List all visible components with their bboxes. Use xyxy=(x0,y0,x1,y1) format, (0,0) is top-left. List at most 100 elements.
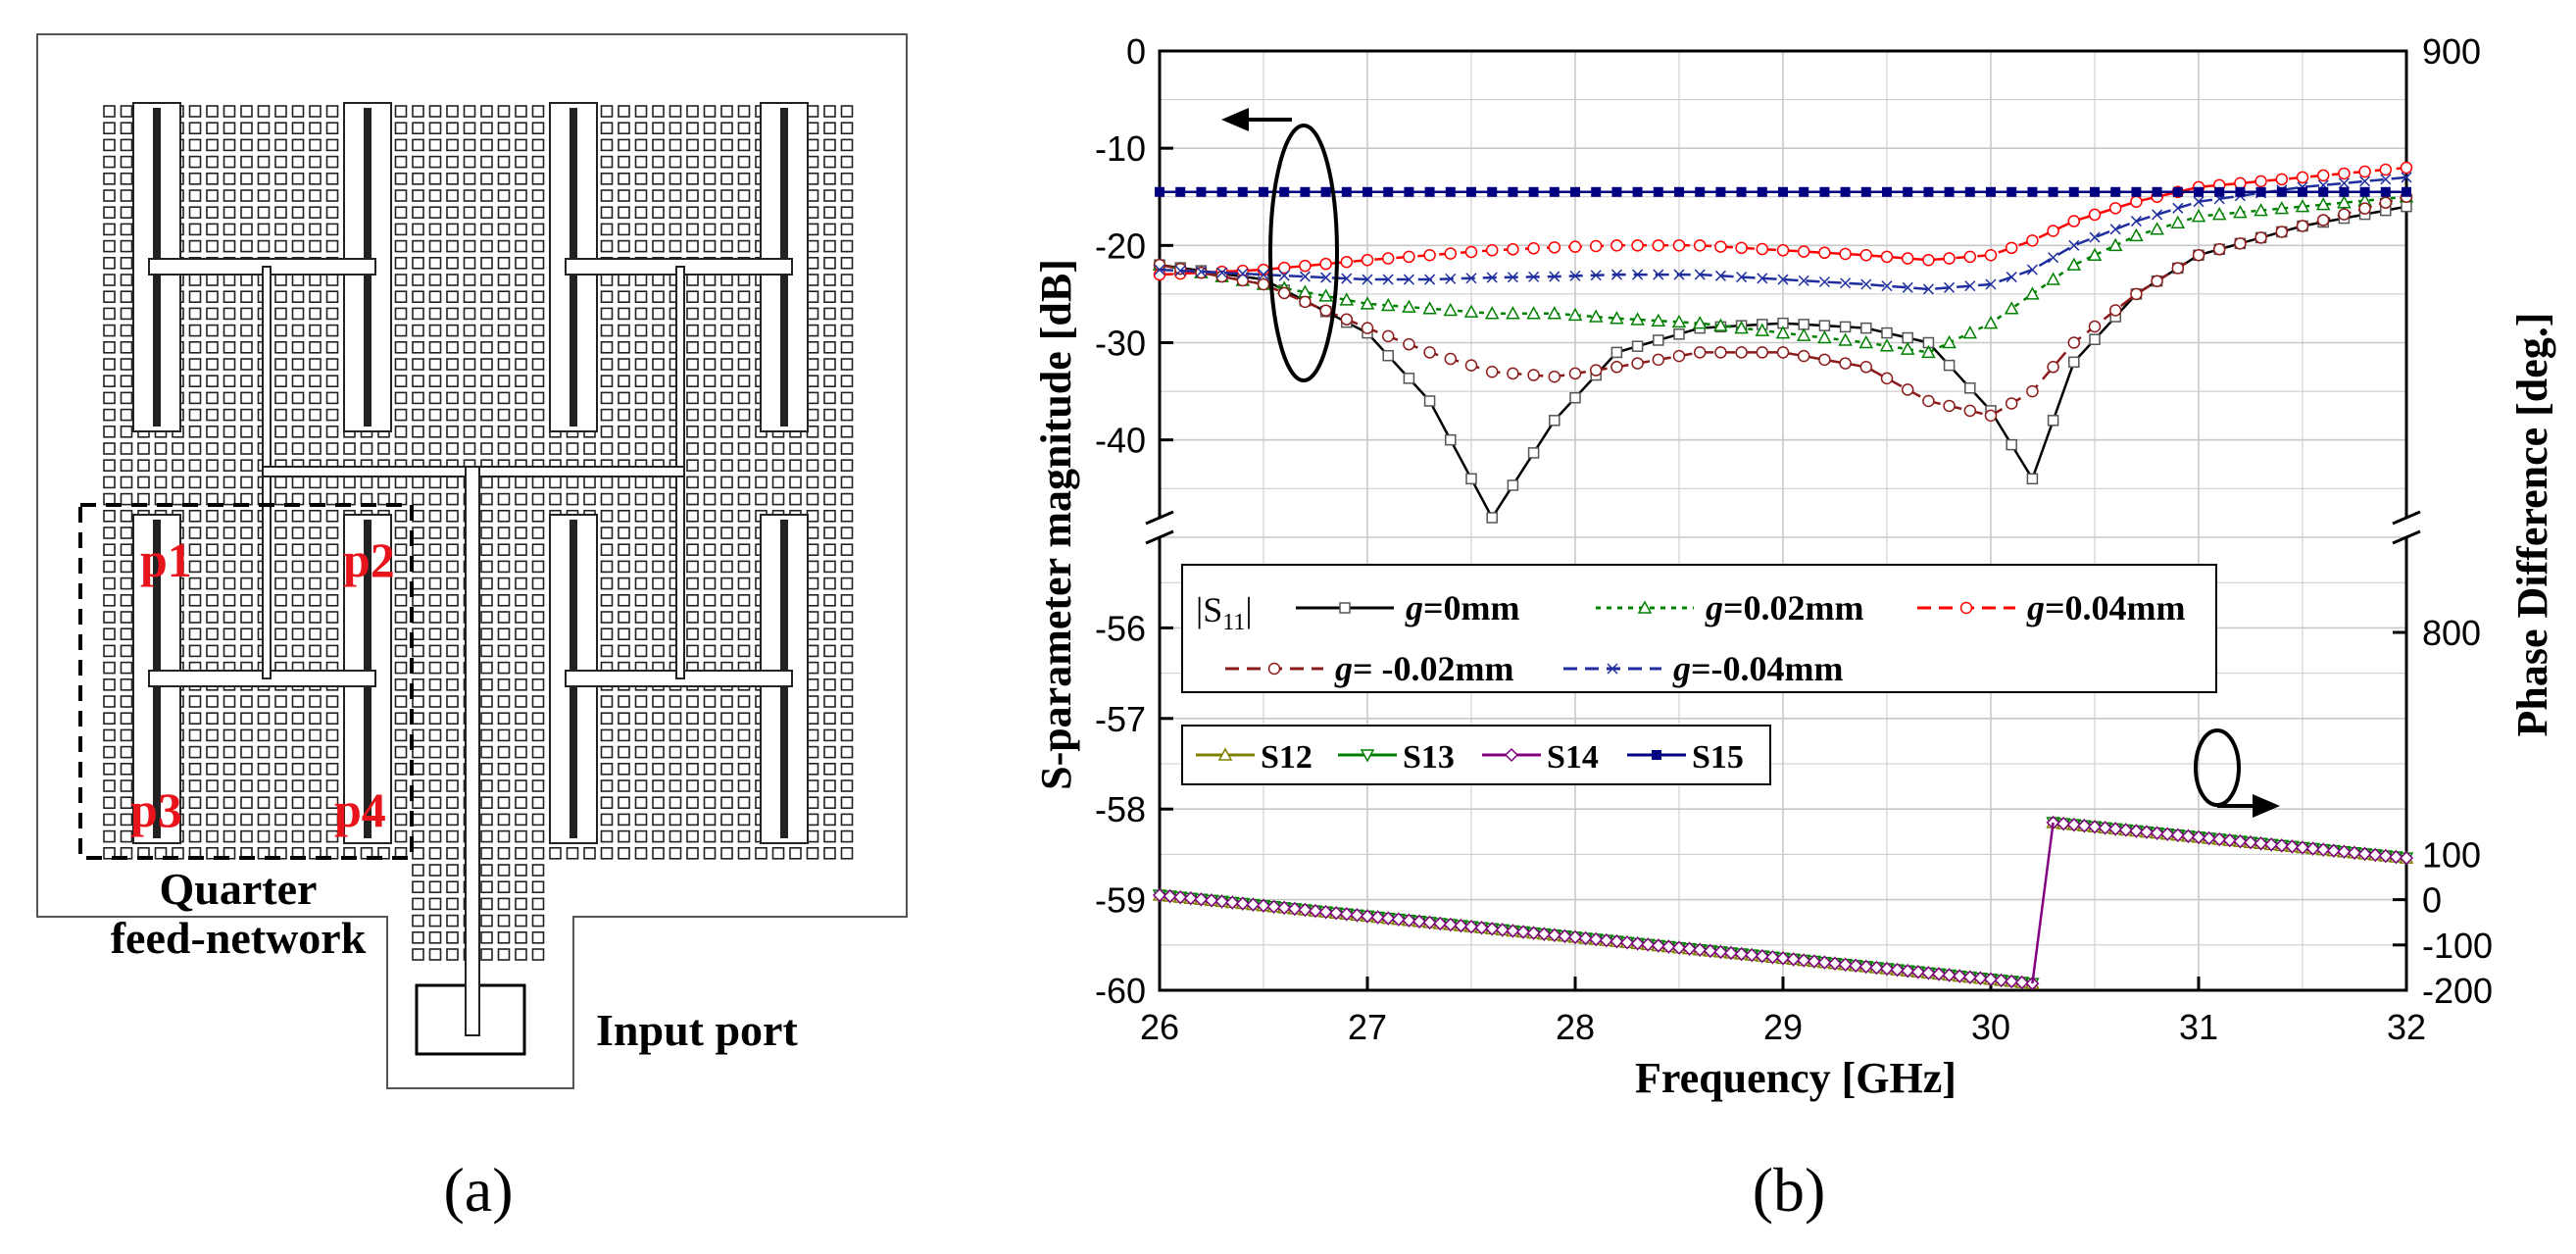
ebg-cell xyxy=(223,695,236,708)
series-marker xyxy=(1588,931,1604,945)
ebg-cell xyxy=(309,290,322,304)
series-marker xyxy=(1172,889,1188,903)
series-marker xyxy=(2004,974,2019,987)
ebg-cell xyxy=(291,813,305,827)
ebg-cell xyxy=(188,695,202,708)
series-marker xyxy=(1508,186,1518,197)
ebg-cell xyxy=(325,138,339,152)
series-marker xyxy=(2326,843,2342,857)
series-marker xyxy=(2139,826,2155,840)
chart-gridlines xyxy=(1159,50,2407,991)
ebg-cell xyxy=(394,442,408,455)
ebg-cell xyxy=(188,527,202,539)
series-marker xyxy=(1360,749,1375,763)
series-marker xyxy=(1370,910,1385,925)
series-marker xyxy=(2066,819,2082,832)
ebg-cell xyxy=(188,762,202,776)
ebg-cell xyxy=(103,173,116,185)
series-marker xyxy=(1755,948,1770,962)
series-marker xyxy=(2067,215,2081,227)
ebg-cell xyxy=(412,391,424,405)
series-marker xyxy=(1423,395,1436,407)
ebg-cell xyxy=(223,509,236,523)
series-marker xyxy=(1651,313,1666,326)
ebg-cell xyxy=(188,829,202,843)
series-marker xyxy=(1694,269,1706,280)
ebg-cell xyxy=(223,307,236,321)
ebg-cell xyxy=(325,206,339,219)
series-marker xyxy=(1630,935,1645,950)
phase-legend-entry-0: S12 xyxy=(1196,739,1313,776)
series-marker xyxy=(1858,959,1873,974)
series-marker xyxy=(1599,933,1613,948)
series-marker xyxy=(1713,944,1728,958)
series-marker xyxy=(2378,848,2394,862)
ebg-cell xyxy=(446,189,459,202)
series-marker xyxy=(1432,916,1448,929)
port-label-p1: p1 xyxy=(140,532,192,587)
series-marker xyxy=(1922,394,1935,408)
series-marker xyxy=(1236,264,1250,277)
x-tick-label: 31 xyxy=(2179,1007,2218,1047)
ebg-cell xyxy=(446,864,459,877)
x-tick-label: 29 xyxy=(1763,1007,1803,1047)
series-marker xyxy=(1362,326,1373,339)
ebg-cell xyxy=(446,543,459,557)
ebg-cell xyxy=(120,290,133,304)
ebg-cell xyxy=(257,813,271,827)
series-marker xyxy=(1652,353,1665,367)
series-marker xyxy=(1174,265,1186,276)
ebg-cell xyxy=(223,459,236,473)
series-marker xyxy=(1962,326,1978,339)
series-marker xyxy=(1298,284,1313,298)
series-marker xyxy=(1528,271,1540,282)
ebg-cell xyxy=(223,324,236,337)
ebg-cell xyxy=(446,527,459,539)
series-marker xyxy=(1984,409,1998,423)
series-marker xyxy=(2211,833,2227,847)
series-marker xyxy=(1341,186,1352,197)
series-marker xyxy=(1548,370,1561,383)
series-marker xyxy=(2005,397,2018,410)
series-marker xyxy=(1391,912,1406,927)
series-marker xyxy=(2129,825,2144,839)
ebg-cell xyxy=(257,155,271,169)
series-marker xyxy=(1568,367,1582,380)
series-marker xyxy=(1869,960,1884,976)
series-marker xyxy=(1653,334,1664,346)
ebg-cell xyxy=(428,661,442,675)
antenna-layout-figure: p1 p2 p3 p4 Quarter feed-network Input p… xyxy=(36,33,908,1225)
ebg-cell xyxy=(240,712,253,726)
ebg-cell xyxy=(412,290,424,304)
ebg-cell xyxy=(172,459,184,473)
ebg-cell xyxy=(257,105,271,118)
port-label-p3: p3 xyxy=(130,782,182,837)
series-marker xyxy=(2367,847,2383,861)
ebg-cell xyxy=(446,560,459,574)
ebg-cell xyxy=(240,189,253,202)
ebg-cell xyxy=(103,577,116,590)
series-marker xyxy=(1983,972,1999,986)
caption-a: (a) xyxy=(443,1155,513,1225)
series-marker xyxy=(1610,239,1623,252)
ebg-cell xyxy=(188,138,202,152)
ebg-cell xyxy=(274,593,287,607)
ebg-cell xyxy=(394,425,408,438)
ebg-cell xyxy=(120,274,133,286)
series-marker xyxy=(2118,822,2134,836)
series-marker xyxy=(1507,272,1518,283)
ebg-cell xyxy=(103,779,116,792)
ebg-cell xyxy=(274,611,287,624)
left-arrow-head xyxy=(1221,108,1249,131)
series-marker xyxy=(1848,958,1863,972)
ebg-cell xyxy=(103,712,116,726)
ebg-cell xyxy=(446,762,459,776)
series-marker xyxy=(1391,912,1407,926)
series-marker xyxy=(1569,270,1581,281)
series-marker xyxy=(2254,231,2267,244)
ebg-cell xyxy=(291,796,305,810)
series-marker xyxy=(1277,286,1291,300)
series-marker xyxy=(1757,319,1768,330)
series-marker xyxy=(1695,186,1706,197)
ebg-cell xyxy=(240,611,253,624)
